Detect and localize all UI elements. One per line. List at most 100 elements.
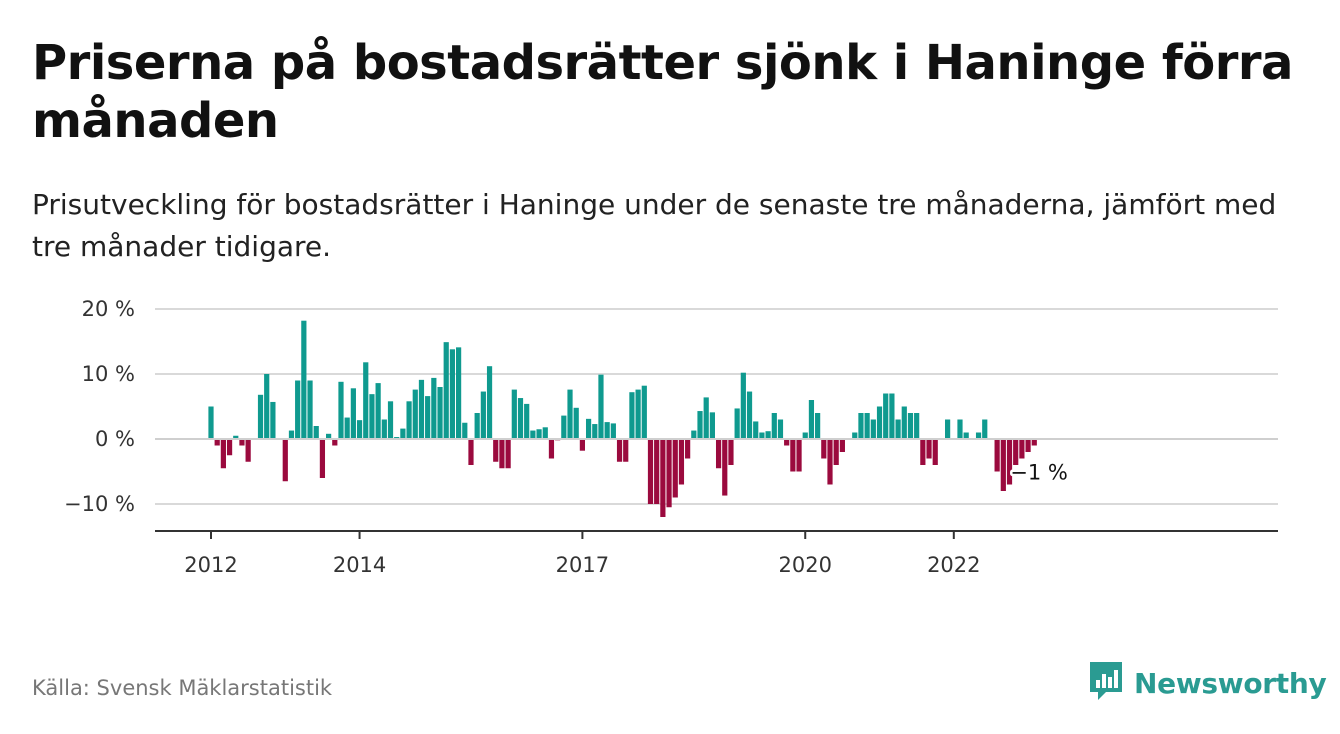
bar bbox=[945, 419, 951, 439]
bar bbox=[610, 423, 616, 439]
bar bbox=[746, 391, 753, 439]
x-tick-label: 2017 bbox=[556, 553, 609, 577]
bar bbox=[784, 439, 790, 446]
x-tick-label: 2022 bbox=[927, 553, 980, 577]
bar bbox=[685, 439, 691, 459]
bar bbox=[709, 412, 715, 439]
bar bbox=[233, 435, 239, 439]
bar bbox=[338, 381, 344, 439]
bar bbox=[356, 420, 363, 439]
bar bbox=[499, 439, 505, 469]
bar bbox=[301, 320, 307, 439]
bar bbox=[957, 419, 963, 439]
bar bbox=[815, 413, 821, 439]
bar bbox=[852, 432, 858, 439]
bar bbox=[437, 387, 443, 439]
bar bbox=[214, 439, 220, 446]
bar bbox=[796, 439, 802, 472]
bar bbox=[926, 439, 932, 459]
bar bbox=[975, 432, 982, 439]
bar bbox=[672, 439, 678, 498]
bar bbox=[740, 372, 746, 439]
bar bbox=[536, 429, 542, 439]
bar bbox=[363, 362, 369, 439]
bar bbox=[511, 389, 517, 439]
bar bbox=[517, 398, 524, 439]
bar bbox=[660, 439, 666, 517]
bar bbox=[418, 379, 425, 439]
bar bbox=[579, 439, 585, 451]
brand-logo[interactable]: Newsworthy bbox=[1088, 660, 1327, 706]
bar bbox=[666, 439, 672, 508]
bar bbox=[598, 374, 604, 439]
bar bbox=[678, 439, 685, 485]
bar bbox=[381, 419, 387, 439]
bar bbox=[332, 439, 338, 446]
bar bbox=[493, 439, 499, 462]
bar bbox=[208, 406, 214, 439]
brand-name: Newsworthy bbox=[1134, 666, 1327, 700]
bar bbox=[431, 377, 437, 439]
x-tick-label: 2014 bbox=[333, 553, 386, 577]
bar bbox=[715, 439, 722, 469]
bar bbox=[765, 431, 771, 439]
bar bbox=[1013, 439, 1019, 465]
bar bbox=[734, 408, 740, 439]
bar bbox=[443, 342, 449, 439]
bar bbox=[220, 439, 226, 469]
bar bbox=[697, 411, 703, 439]
last-value-label-halo: −1 % bbox=[1010, 461, 1068, 485]
bar bbox=[319, 439, 326, 478]
bar bbox=[771, 413, 777, 439]
axes bbox=[155, 438, 1278, 539]
bar bbox=[839, 439, 845, 452]
bar bbox=[932, 439, 938, 465]
source-note: Källa: Svensk Mäklarstatistik bbox=[32, 676, 333, 700]
bar bbox=[914, 413, 920, 439]
bar bbox=[245, 439, 251, 462]
bar bbox=[808, 400, 815, 439]
bar bbox=[530, 430, 536, 439]
bar bbox=[257, 394, 264, 439]
bar bbox=[462, 422, 468, 439]
bar bbox=[474, 413, 480, 439]
bar bbox=[864, 413, 870, 439]
bar bbox=[295, 380, 301, 439]
bar bbox=[858, 413, 864, 439]
bar bbox=[883, 393, 889, 439]
bar bbox=[326, 433, 332, 439]
y-tick-label: 20 % bbox=[82, 297, 135, 321]
bar-chart-logo-icon bbox=[1088, 660, 1124, 706]
bar bbox=[1000, 439, 1006, 491]
bar bbox=[901, 406, 907, 439]
bar bbox=[524, 403, 530, 439]
chart-title: Priserna på bostadsrätter sjönk i Haning… bbox=[32, 35, 1293, 149]
bar bbox=[449, 349, 456, 439]
bar bbox=[406, 401, 412, 439]
bar bbox=[542, 427, 548, 439]
bar bbox=[907, 413, 914, 439]
bar bbox=[307, 380, 313, 439]
bar bbox=[691, 430, 697, 439]
bar bbox=[802, 432, 808, 439]
bar bbox=[623, 439, 629, 462]
bar bbox=[604, 422, 610, 439]
x-tick-label: 2020 bbox=[779, 553, 832, 577]
bar bbox=[647, 439, 654, 504]
bar bbox=[573, 407, 579, 439]
labels: 20 % 10 % 0 % −10 % 2012 2014 2017 2020 2022 −1 %… bbox=[64, 297, 1070, 577]
bar bbox=[753, 421, 759, 439]
bar bbox=[505, 439, 511, 469]
last-value-label: −1 % bbox=[1010, 461, 1068, 485]
bar bbox=[468, 439, 474, 465]
bar bbox=[425, 396, 431, 439]
bar bbox=[288, 430, 295, 439]
bar bbox=[592, 424, 598, 439]
bar bbox=[1019, 439, 1025, 459]
bar bbox=[412, 389, 418, 439]
bar bbox=[982, 419, 988, 439]
bar bbox=[629, 392, 635, 439]
bar bbox=[369, 394, 375, 439]
bar bbox=[480, 391, 486, 439]
